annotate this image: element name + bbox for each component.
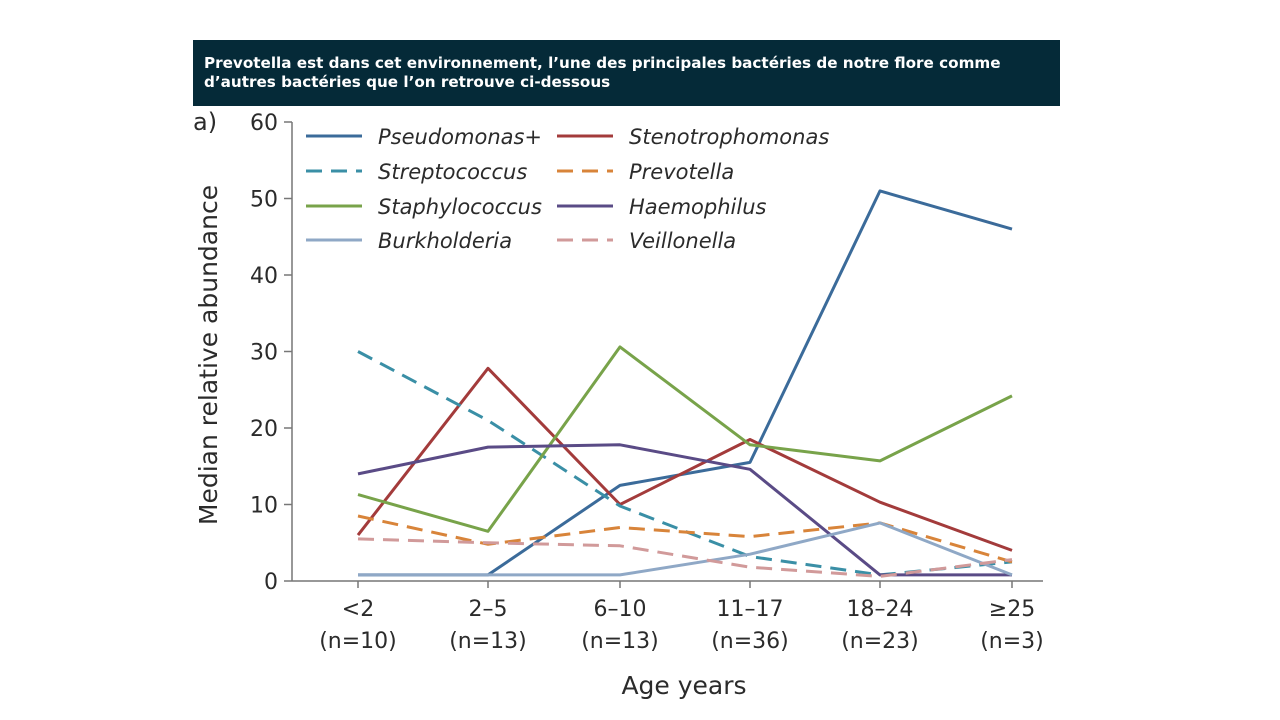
x-tick-label: <2 — [342, 597, 374, 622]
series-line — [356, 366, 1013, 552]
panel-label: a) — [193, 108, 217, 136]
y-tick-label: 50 — [250, 188, 278, 213]
series-line — [357, 443, 1012, 577]
y-tick-label: 30 — [250, 341, 278, 366]
legend-label: Streptococcus — [378, 160, 527, 184]
x-tick-label: ≥25 — [989, 597, 1035, 622]
x-tick-count: (n=10) — [319, 629, 397, 654]
series-line — [357, 514, 1013, 564]
x-tick-count: (n=13) — [581, 629, 659, 654]
series-line — [357, 537, 1013, 578]
x-axis-title: Age years — [621, 671, 746, 700]
y-tick-label: 60 — [250, 111, 278, 136]
legend-label: Prevotella — [629, 160, 734, 184]
x-tick-count: (n=13) — [449, 629, 527, 654]
x-tick-label: 2–5 — [469, 597, 508, 622]
x-tick-label: 18–24 — [847, 597, 914, 622]
legend-label: Pseudomonas+ — [378, 125, 542, 149]
x-tick-label: 11–17 — [717, 597, 784, 622]
legend-label: Stenotrophomonas — [629, 125, 829, 149]
slide-caption-line-1: Prevotella est dans cet environnement, l… — [204, 54, 1001, 72]
series-line — [357, 350, 1013, 577]
x-tick-label: 6–10 — [594, 597, 647, 622]
y-tick-label: 40 — [250, 264, 278, 289]
series-line — [358, 521, 1013, 577]
series-line — [357, 345, 1013, 533]
legend-label: Burkholderia — [378, 229, 512, 253]
y-tick-label: 10 — [250, 494, 278, 519]
y-tick-label: 0 — [264, 570, 278, 595]
x-tick-count: (n=3) — [980, 629, 1044, 654]
legend-label: Staphylococcus — [378, 195, 542, 219]
slide-caption-line-2: d’autres bactéries que l’on retrouve ci-… — [204, 73, 611, 91]
x-tick-count: (n=36) — [711, 629, 789, 654]
slide-caption: Prevotella est dans cet environnement, l… — [193, 40, 1060, 106]
y-tick-label: 20 — [250, 417, 278, 442]
x-tick-count: (n=23) — [841, 629, 919, 654]
legend-label: Haemophilus — [629, 195, 767, 219]
legend-label: Veillonella — [629, 229, 736, 253]
y-axis-title: Median relative abundance — [194, 185, 223, 525]
